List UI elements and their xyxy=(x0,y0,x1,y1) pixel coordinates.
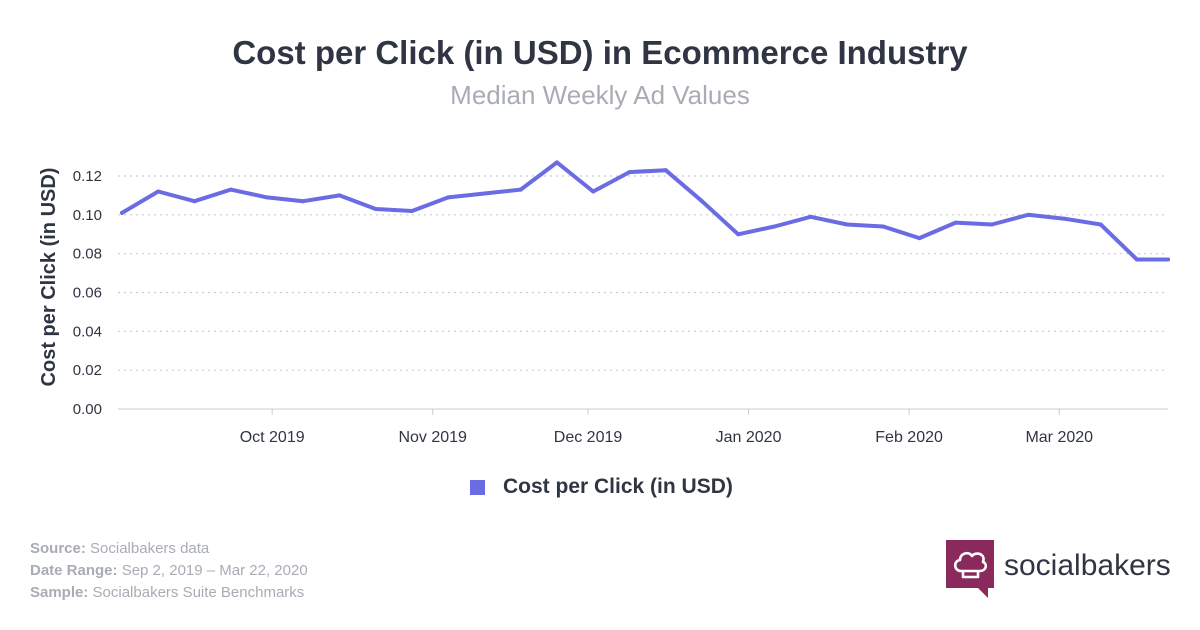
data-point[interactable] xyxy=(554,160,559,165)
data-point[interactable] xyxy=(156,189,161,194)
date-range-label: Date Range: xyxy=(30,562,118,579)
data-point[interactable] xyxy=(192,199,197,204)
data-point[interactable] xyxy=(482,191,487,196)
grid-lines xyxy=(118,175,1168,371)
data-point[interactable] xyxy=(409,208,414,213)
data-point[interactable] xyxy=(446,195,451,200)
y-tick-label: 0.06 xyxy=(73,285,102,302)
y-tick-label: 0.02 xyxy=(73,362,102,379)
x-tick-label: Nov 2019 xyxy=(398,429,467,446)
sample-value: Socialbakers Suite Benchmarks xyxy=(92,584,305,601)
sample-line: Sample: Socialbakers Suite Benchmarks xyxy=(30,582,308,604)
data-point[interactable] xyxy=(1098,222,1103,227)
series-points xyxy=(120,160,1170,262)
series-line-cost-per-click xyxy=(120,160,1170,262)
brand-logo[interactable]: socialbakers xyxy=(946,540,1171,598)
chart-subtitle: Median Weekly Ad Values xyxy=(450,80,750,110)
data-point[interactable] xyxy=(627,170,632,175)
data-point[interactable] xyxy=(808,214,813,219)
data-point[interactable] xyxy=(989,222,994,227)
chart-footer: Source: Socialbakers data Date Range: Se… xyxy=(30,538,308,604)
source-line: Source: Socialbakers data xyxy=(30,538,308,560)
chart-title: Cost per Click (in USD) in Ecommerce Ind… xyxy=(232,34,968,71)
y-tick-label: 0.10 xyxy=(73,207,102,224)
chef-hat-icon xyxy=(946,540,994,598)
data-point[interactable] xyxy=(953,220,958,225)
x-tick-label: Jan 2020 xyxy=(716,429,782,446)
data-point[interactable] xyxy=(772,224,777,229)
data-point[interactable] xyxy=(301,199,306,204)
line-chart: 0.00 0.02 0.04 0.06 0.08 0.10 0.12 Oct 2019 Nov… xyxy=(38,160,1170,446)
y-tick-label: 0.04 xyxy=(73,323,102,340)
legend-swatch xyxy=(470,479,485,495)
data-point[interactable] xyxy=(1134,257,1139,262)
data-point[interactable] xyxy=(1166,257,1170,262)
brand-name: socialbakers xyxy=(1004,549,1171,582)
x-tick-label: Dec 2019 xyxy=(554,429,623,446)
y-axis-ticks: 0.00 0.02 0.04 0.06 0.08 0.10 0.12 xyxy=(73,168,102,418)
data-point[interactable] xyxy=(228,187,233,192)
x-tick-label: Mar 2020 xyxy=(1025,429,1093,446)
data-point[interactable] xyxy=(699,199,704,204)
data-point[interactable] xyxy=(736,232,741,237)
data-point[interactable] xyxy=(1026,212,1031,217)
x-tick-label: Oct 2019 xyxy=(240,429,305,446)
source-value: Socialbakers data xyxy=(90,540,210,557)
legend-label: Cost per Click (in USD) xyxy=(503,475,733,498)
source-label: Source: xyxy=(30,540,86,557)
sample-label: Sample: xyxy=(30,584,89,601)
date-range-value: Sep 2, 2019 – Mar 22, 2020 xyxy=(121,562,308,579)
data-point[interactable] xyxy=(373,207,378,212)
x-axis-ticks: Oct 2019 Nov 2019 Dec 2019 Jan 2020 Feb 2020… xyxy=(240,409,1093,446)
date-range-line: Date Range: Sep 2, 2019 – Mar 22, 2020 xyxy=(30,560,308,582)
data-point[interactable] xyxy=(120,210,124,215)
y-tick-label: 0.12 xyxy=(73,168,102,185)
data-point[interactable] xyxy=(1062,216,1067,221)
data-point[interactable] xyxy=(663,168,668,173)
y-tick-label: 0.08 xyxy=(73,246,102,263)
data-point[interactable] xyxy=(844,222,849,227)
y-tick-label: 0.00 xyxy=(73,401,102,418)
data-point[interactable] xyxy=(591,189,596,194)
legend[interactable]: Cost per Click (in USD) xyxy=(470,474,733,500)
x-tick-label: Feb 2020 xyxy=(875,429,943,446)
data-point[interactable] xyxy=(518,187,523,192)
data-point[interactable] xyxy=(917,236,922,241)
data-point[interactable] xyxy=(881,224,886,229)
data-point[interactable] xyxy=(264,195,269,200)
y-axis-label: Cost per Click (in USD) xyxy=(38,168,60,387)
data-point[interactable] xyxy=(337,193,342,198)
